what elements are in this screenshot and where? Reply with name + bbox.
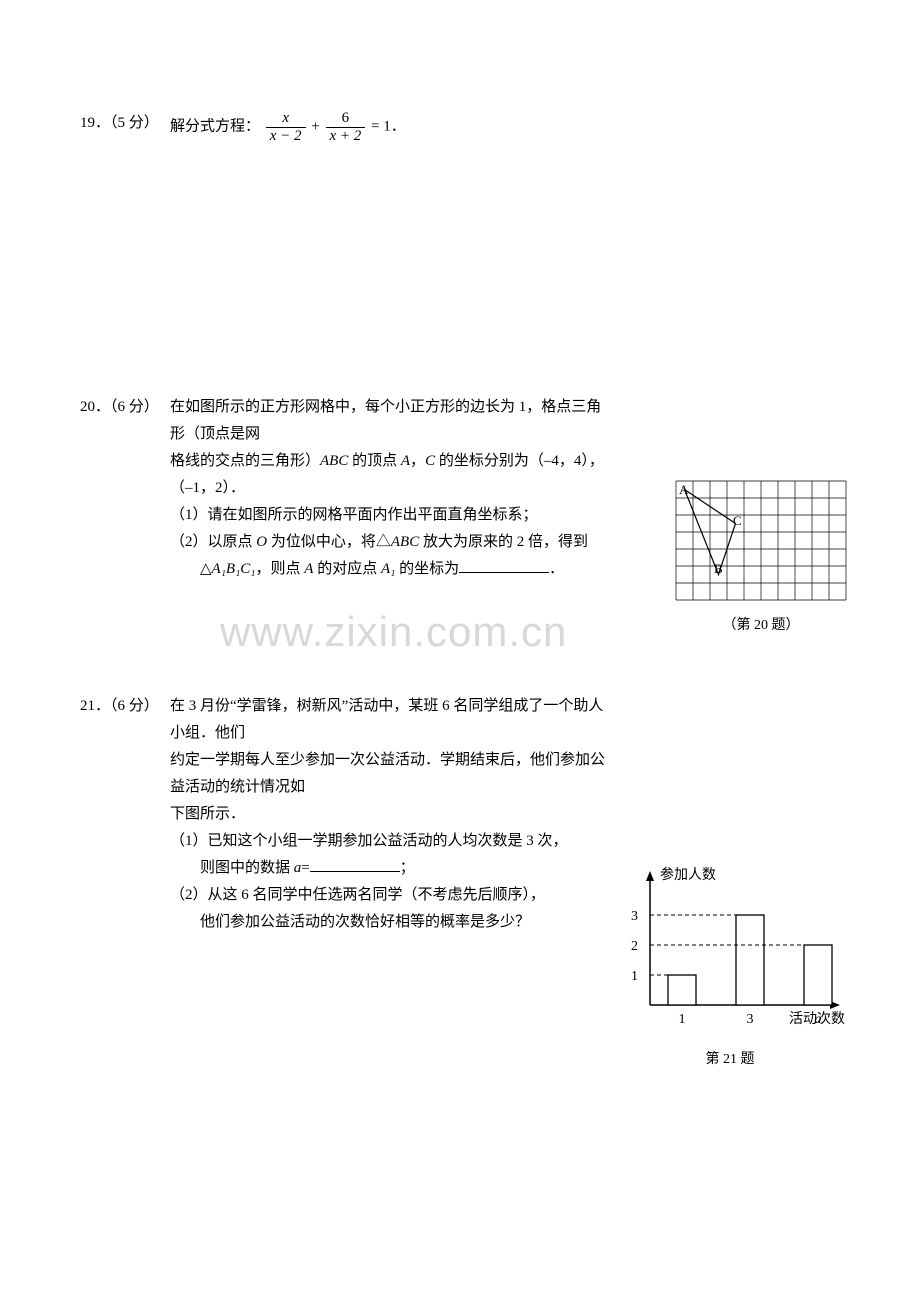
line-1c: 下图所示．: [170, 801, 610, 828]
t: 则图中的数据: [200, 860, 294, 876]
t: ，则点: [256, 561, 305, 577]
line-1b: 约定一学期每人至少参加一次公益活动．学期结束后，他们参加公益活动的统计情况如: [170, 747, 610, 801]
sub1-line1: （1）已知这个小组一学期参加公益活动的人均次数是 3 次，: [170, 828, 610, 855]
sub1: （1）请在如图所示的网格平面内作出平面直角坐标系；: [170, 502, 610, 529]
t: ，: [410, 453, 425, 469]
semicolon: ；: [400, 860, 415, 876]
problem-text: 解分式方程： x x − 2 + 6 x + 2 = 1．: [170, 110, 840, 144]
a1b1c1: A₁B₁C₁: [212, 561, 256, 577]
equals: = 1: [371, 118, 391, 134]
t: 格线的交点的三角形）: [170, 453, 320, 469]
t: 的坐标为: [395, 561, 459, 577]
line-1a: 在如图所示的正方形网格中，每个小正方形的边长为 1，格点三角形（顶点是网: [170, 394, 610, 448]
figure-caption: （第 20 题）: [675, 614, 847, 634]
label: 解分式方程：: [170, 118, 260, 134]
sub1-line2: 则图中的数据 a=；: [200, 855, 610, 882]
eq: =: [301, 860, 309, 876]
frac-den: x + 2: [326, 127, 366, 145]
t: 为位似中心，将△: [267, 534, 391, 550]
a1: A₁: [381, 561, 395, 577]
points: （6 分）: [110, 698, 159, 714]
svg-text:1: 1: [631, 969, 638, 984]
t: 的顶点: [348, 453, 401, 469]
t: 的对应点: [313, 561, 381, 577]
grid-figure: A C B （第 20 题）: [675, 480, 847, 634]
answer-blank[interactable]: [310, 856, 400, 872]
problem-number: 20．（6 分）: [80, 394, 170, 421]
abc: ABC: [320, 453, 348, 469]
abc2: ABC: [391, 534, 419, 550]
num: 19．: [80, 115, 110, 131]
frac-den: x − 2: [266, 127, 306, 145]
figure-caption: 第 21 题: [610, 1048, 850, 1068]
sub2-line1: （2）以原点 O 为位似中心，将△ABC 放大为原来的 2 倍，得到: [170, 529, 610, 556]
period: ．: [391, 118, 406, 134]
fraction-1: x x − 2: [266, 110, 306, 144]
svg-text:3: 3: [747, 1012, 754, 1027]
frac-num: 6: [326, 110, 366, 127]
c: C: [425, 453, 435, 469]
answer-blank[interactable]: [459, 557, 549, 573]
svg-text:1: 1: [679, 1012, 686, 1027]
svg-text:3: 3: [631, 909, 638, 924]
t: 放大为原来的 2 倍，得到: [419, 534, 588, 550]
problem-number: 19．（5 分）: [80, 110, 170, 137]
svg-text:活动次数: 活动次数: [789, 1011, 845, 1027]
bar-svg: 12313a参加人数活动次数: [620, 865, 850, 1035]
svg-text:2: 2: [631, 939, 638, 954]
num: 21．: [80, 698, 110, 714]
points: （6 分）: [110, 399, 159, 415]
points: （5 分）: [110, 115, 159, 131]
line-1a: 在 3 月份“学雷锋，树新风”活动中，某班 6 名同学组成了一个助人小组．他们: [170, 693, 610, 747]
line-1-cont: 格线的交点的三角形）ABC 的顶点 A，C 的坐标分别为（–4，4），（–1，2…: [170, 448, 610, 502]
svg-text:A: A: [679, 482, 689, 497]
grid-svg: A C B: [675, 480, 847, 601]
problem-number: 21．（6 分）: [80, 693, 170, 720]
svg-text:C: C: [733, 513, 742, 528]
svg-text:参加人数: 参加人数: [660, 866, 716, 883]
watermark: www.zixin.com.cn: [220, 608, 567, 656]
frac-num: x: [266, 110, 306, 127]
sub2-line2: 他们参加公益活动的次数恰好相等的概率是多少？: [200, 909, 610, 936]
fraction-2: 6 x + 2: [326, 110, 366, 144]
bar-chart-figure: 12313a参加人数活动次数 第 21 题: [620, 865, 850, 1068]
sub2-line1: （2）从这 6 名同学中任选两名同学（不考虑先后顺序），: [170, 882, 610, 909]
sub2-line2: △A₁B₁C₁，则点 A 的对应点 A₁ 的坐标为．: [200, 556, 610, 583]
t: （2）以原点: [170, 534, 256, 550]
plus: +: [311, 118, 319, 134]
a: A: [401, 453, 410, 469]
t: ．: [549, 561, 564, 577]
svg-text:B: B: [714, 561, 723, 576]
problem-19: 19．（5 分） 解分式方程： x x − 2 + 6 x + 2 = 1．: [80, 110, 840, 144]
o: O: [256, 534, 267, 550]
num: 20．: [80, 399, 110, 415]
t: △: [200, 561, 212, 577]
